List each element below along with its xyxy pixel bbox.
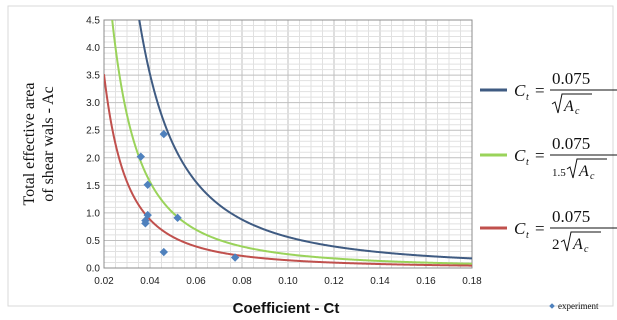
formula-equals: = [535, 219, 545, 238]
formula-lhs-subscript: t [526, 92, 529, 103]
x-axis-title: Coefficient - Ct [233, 300, 340, 317]
legend-entry-experiment: experiment [549, 301, 599, 311]
formula-coefficient: 1.5 [552, 167, 566, 179]
experiment-point [159, 129, 168, 139]
grid [103, 19, 473, 269]
y-tick-label: 1.5 [86, 181, 100, 192]
scatter-points [136, 129, 240, 262]
formula-denominator-subscript: c [584, 244, 589, 255]
y-tick-label: 2.0 [86, 153, 100, 164]
formula-numerator: 0.075 [552, 134, 590, 153]
y-tick-label: 4.5 [86, 16, 100, 27]
formula-denominator-var: A [572, 236, 583, 253]
formula-denominator-var: A [563, 98, 574, 115]
formula-denominator-subscript: c [590, 171, 595, 182]
formula-lhs-subscript: t [526, 230, 529, 241]
x-tick-label: 0.18 [462, 276, 482, 287]
sqrt-sign [566, 158, 607, 179]
formula-denominator-subscript: c [575, 106, 580, 117]
x-tick-label: 0.06 [186, 276, 206, 287]
y-axis-title-line-1: Total effective area [21, 83, 38, 206]
formula-lhs: C [514, 81, 526, 100]
y-tick-label: 0.0 [86, 264, 100, 275]
series-line-1 [138, 20, 472, 260]
y-axis-title-line-2: of shear wals - Ac [40, 86, 57, 202]
legend-label-experiment: experiment [558, 301, 599, 311]
formula-equals: = [535, 81, 545, 100]
experiment-point [230, 253, 240, 262]
series-line-2 [111, 20, 472, 265]
formula-denominator-var: A [578, 163, 589, 180]
y-tick-labels: 0.0 0.5 1.0 1.5 2.0 2.5 3.0 3.5 4.0 4.5 [86, 16, 100, 275]
experiment-point [143, 180, 152, 189]
formula-lhs: C [514, 146, 526, 165]
y-tick-label: 0.5 [86, 236, 100, 247]
formula-lhs: C [514, 219, 526, 238]
sqrt-sign [560, 231, 601, 252]
x-tick-label: 0.02 [94, 276, 114, 287]
plot-area [103, 19, 473, 269]
plot-border [103, 19, 473, 269]
formula-numerator: 0.075 [552, 69, 590, 88]
x-tick-label: 0.16 [416, 276, 436, 287]
y-tick-label: 3.5 [86, 71, 100, 82]
experiment-point [136, 152, 145, 161]
x-tick-label: 0.14 [370, 276, 390, 287]
x-tick-labels: 0.02 0.04 0.06 0.08 0.10 0.12 0.14 0.16 0.18 [94, 276, 482, 287]
y-tick-label: 2.5 [86, 126, 100, 137]
x-tick-label: 0.04 [140, 276, 160, 287]
experiment-point [141, 219, 150, 228]
series-line-3 [104, 74, 472, 267]
experiment-point [173, 213, 182, 223]
y-tick-label: 4.0 [86, 43, 100, 54]
legend-marker-experiment [549, 303, 555, 309]
sqrt-sign [551, 93, 592, 114]
experiment-point [159, 247, 168, 257]
y-tick-label: 1.0 [86, 208, 100, 219]
formula-coefficient: 2 [552, 237, 560, 253]
curves [104, 20, 472, 267]
x-tick-label: 0.10 [278, 276, 298, 287]
x-tick-label: 0.08 [232, 276, 252, 287]
formula-equals: = [535, 146, 545, 165]
formula-lhs-subscript: t [526, 157, 529, 168]
formula-numerator: 0.075 [552, 207, 590, 226]
x-tick-label: 0.12 [324, 276, 344, 287]
y-tick-label: 3.0 [86, 98, 100, 109]
